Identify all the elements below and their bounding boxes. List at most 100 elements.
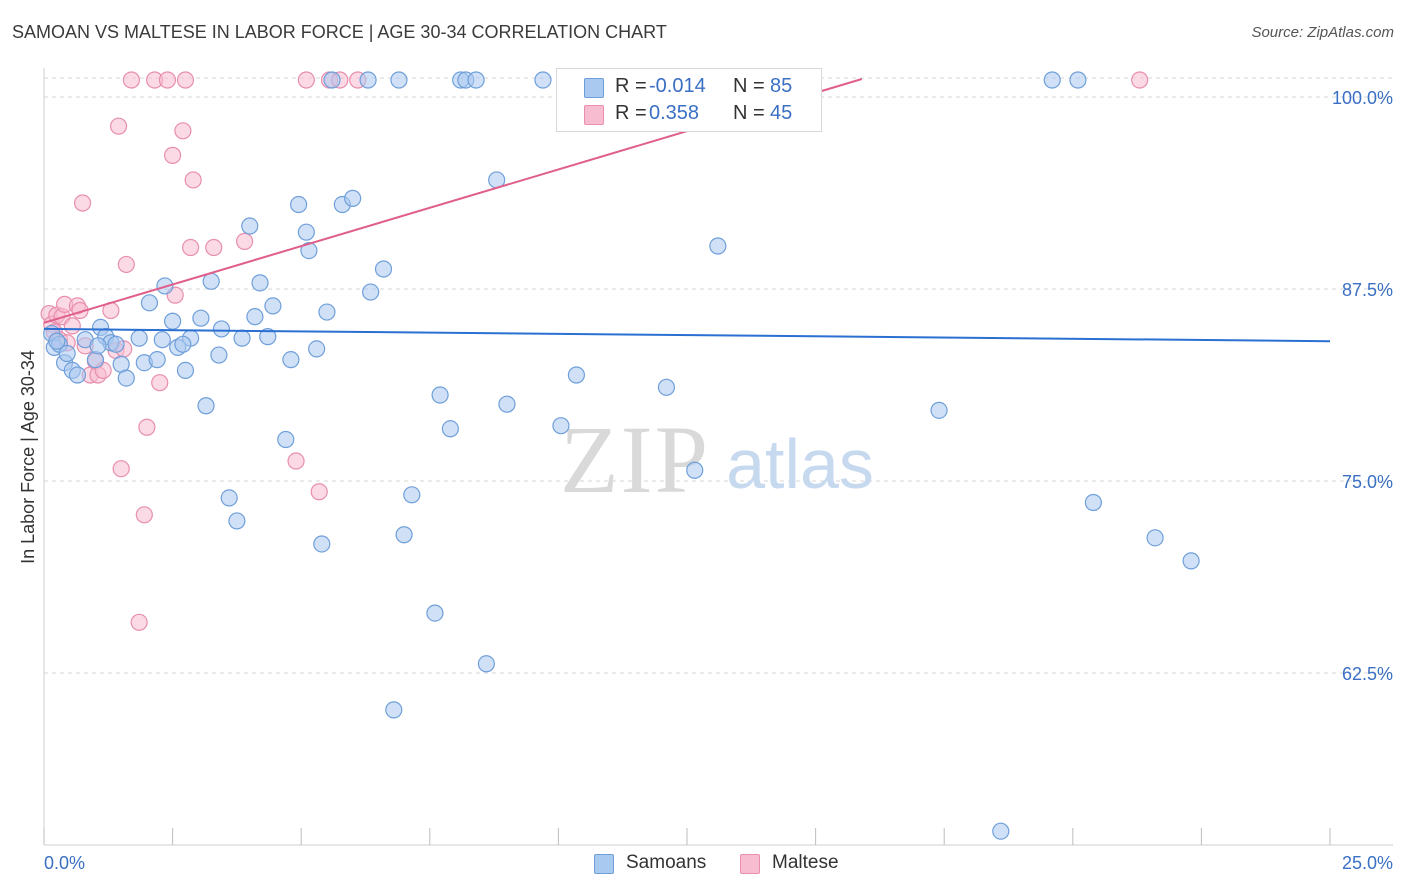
samoans-point (534, 71, 552, 89)
samoans-point (477, 655, 495, 673)
samoans-swatch (594, 854, 614, 874)
chart-source: Source: ZipAtlas.com (1251, 24, 1394, 41)
y-axis-label: In Labor Force | Age 30-34 (18, 350, 38, 564)
samoans-point (374, 260, 393, 278)
samoans-point (117, 369, 135, 387)
maltese-point (164, 146, 182, 164)
samoans-point (344, 189, 362, 207)
samoans-point (362, 283, 380, 301)
samoans-point (68, 366, 87, 384)
samoans-point (192, 309, 210, 327)
samoans-point (385, 701, 403, 719)
legend-swatch-maltese (584, 105, 604, 125)
samoans-point (48, 332, 66, 350)
samoans-point (426, 604, 444, 622)
samoans-point (264, 297, 282, 315)
samoans-trend-line (43, 327, 1331, 343)
samoans-point (290, 195, 308, 214)
gridlines (44, 77, 1394, 674)
maltese-point (174, 122, 192, 140)
samoans-point (403, 486, 421, 504)
maltese-point (310, 483, 328, 501)
samoans-point (1146, 529, 1164, 547)
legend-r-value: 0.358 (649, 102, 700, 124)
samoans-point (148, 351, 166, 369)
maltese-point (130, 613, 148, 631)
samoans-point (233, 329, 251, 347)
maltese-point (122, 71, 141, 89)
samoans-point (1069, 71, 1087, 89)
maltese-point (117, 255, 135, 274)
axes (43, 68, 1393, 846)
samoans-point (246, 308, 264, 326)
samoans-point (308, 340, 326, 358)
maltese-point (112, 460, 130, 478)
y-tick-label: 100.0% (1332, 88, 1393, 108)
samoans-point (140, 294, 159, 312)
tick-labels: 62.5% 75.0% 87.5% 100.0% 0.0% 25.0% (44, 88, 1393, 873)
samoans-point (441, 420, 459, 438)
maltese-point (135, 506, 153, 524)
x-tick-label-min: 0.0% (44, 853, 85, 873)
maltese-point (63, 317, 81, 335)
samoans-point (686, 461, 704, 479)
samoans-point (300, 242, 318, 260)
maltese-label: Maltese (772, 852, 839, 873)
legend-n-value: 45 (770, 102, 793, 124)
samoans-point (86, 351, 105, 369)
legend-r-label: R = (615, 102, 647, 124)
samoans-point (498, 395, 516, 413)
samoans-point (176, 361, 195, 380)
maltese-point (236, 232, 254, 250)
samoans-point (431, 386, 449, 404)
maltese-point (297, 71, 315, 89)
maltese-point (176, 71, 195, 89)
samoans-point (277, 430, 295, 449)
y-tick-label: 75.0% (1342, 472, 1393, 492)
samoans-point (220, 489, 238, 507)
maltese-point (73, 194, 92, 212)
samoan-points (43, 71, 1200, 840)
samoans-point (930, 401, 948, 419)
samoans-point (153, 331, 171, 349)
samoans-point (107, 335, 125, 353)
samoans-point (251, 274, 269, 292)
samoans-point (395, 526, 413, 544)
samoans-point (58, 344, 76, 363)
stats-legend: R = -0.014 N = 85 R = 0.358 N = 45 (556, 68, 822, 132)
samoans-point (130, 329, 148, 347)
legend-r-value: -0.014 (649, 75, 706, 97)
maltese-point (184, 171, 202, 189)
samoans-point (390, 71, 408, 89)
samoans-point (318, 303, 336, 321)
legend-r-label: R = (615, 75, 647, 97)
samoans-point (297, 223, 315, 241)
samoans-point (992, 822, 1010, 840)
samoans-point (1043, 71, 1061, 89)
legend-n-value: 85 (770, 75, 793, 97)
watermark-zip: ZIP (560, 406, 710, 513)
maltese-point (1131, 71, 1149, 89)
samoans-point (197, 397, 215, 415)
samoans-point (210, 346, 228, 364)
maltese-points (40, 71, 1149, 631)
y-tick-label: 87.5% (1342, 280, 1393, 300)
chart-title: SAMOAN VS MALTESE IN LABOR FORCE | AGE 3… (12, 22, 667, 42)
samoans-point (359, 71, 377, 89)
maltese-point (151, 374, 169, 392)
watermark-atlas: atlas (726, 425, 874, 503)
samoans-point (174, 335, 192, 353)
maltese-point (287, 452, 305, 470)
maltese-point (158, 71, 177, 89)
samoans-point (657, 378, 676, 396)
maltese-point (109, 117, 128, 135)
maltese-point (205, 238, 223, 257)
samoans-point (228, 512, 246, 530)
maltese-point (182, 238, 200, 257)
samoans-point (709, 237, 727, 255)
samoans-point (241, 217, 259, 235)
samoans-point (467, 71, 485, 89)
legend-n-label: N = (733, 102, 765, 124)
samoans-point (567, 366, 586, 384)
